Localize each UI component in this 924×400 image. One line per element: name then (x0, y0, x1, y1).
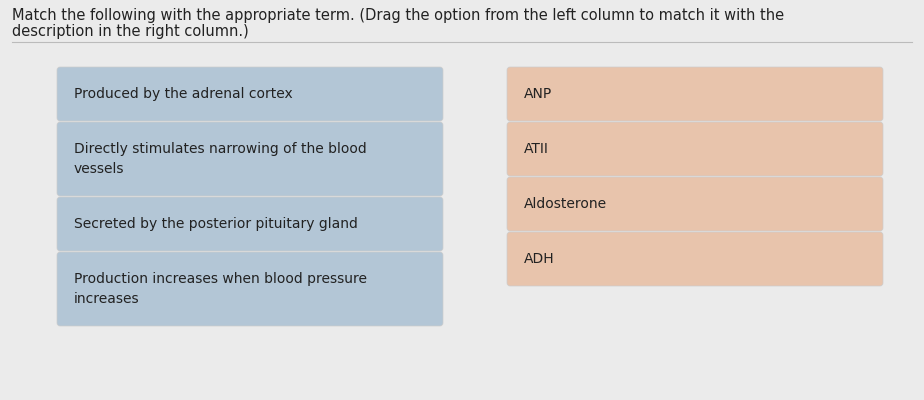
Text: Produced by the adrenal cortex: Produced by the adrenal cortex (74, 87, 293, 101)
FancyBboxPatch shape (57, 67, 443, 121)
Text: description in the right column.): description in the right column.) (12, 24, 249, 39)
Text: ADH: ADH (524, 252, 554, 266)
FancyBboxPatch shape (57, 252, 443, 326)
FancyBboxPatch shape (507, 122, 883, 176)
Text: Match the following with the appropriate term. (Drag the option from the left co: Match the following with the appropriate… (12, 8, 784, 23)
Text: Aldosterone: Aldosterone (524, 197, 607, 211)
FancyBboxPatch shape (57, 122, 443, 196)
FancyBboxPatch shape (507, 232, 883, 286)
Text: Production increases when blood pressure
increases: Production increases when blood pressure… (74, 272, 367, 306)
FancyBboxPatch shape (507, 67, 883, 121)
Text: ATII: ATII (524, 142, 549, 156)
FancyBboxPatch shape (507, 177, 883, 231)
Text: Directly stimulates narrowing of the blood
vessels: Directly stimulates narrowing of the blo… (74, 142, 367, 176)
Text: Secreted by the posterior pituitary gland: Secreted by the posterior pituitary glan… (74, 217, 358, 231)
Text: ANP: ANP (524, 87, 553, 101)
FancyBboxPatch shape (57, 197, 443, 251)
